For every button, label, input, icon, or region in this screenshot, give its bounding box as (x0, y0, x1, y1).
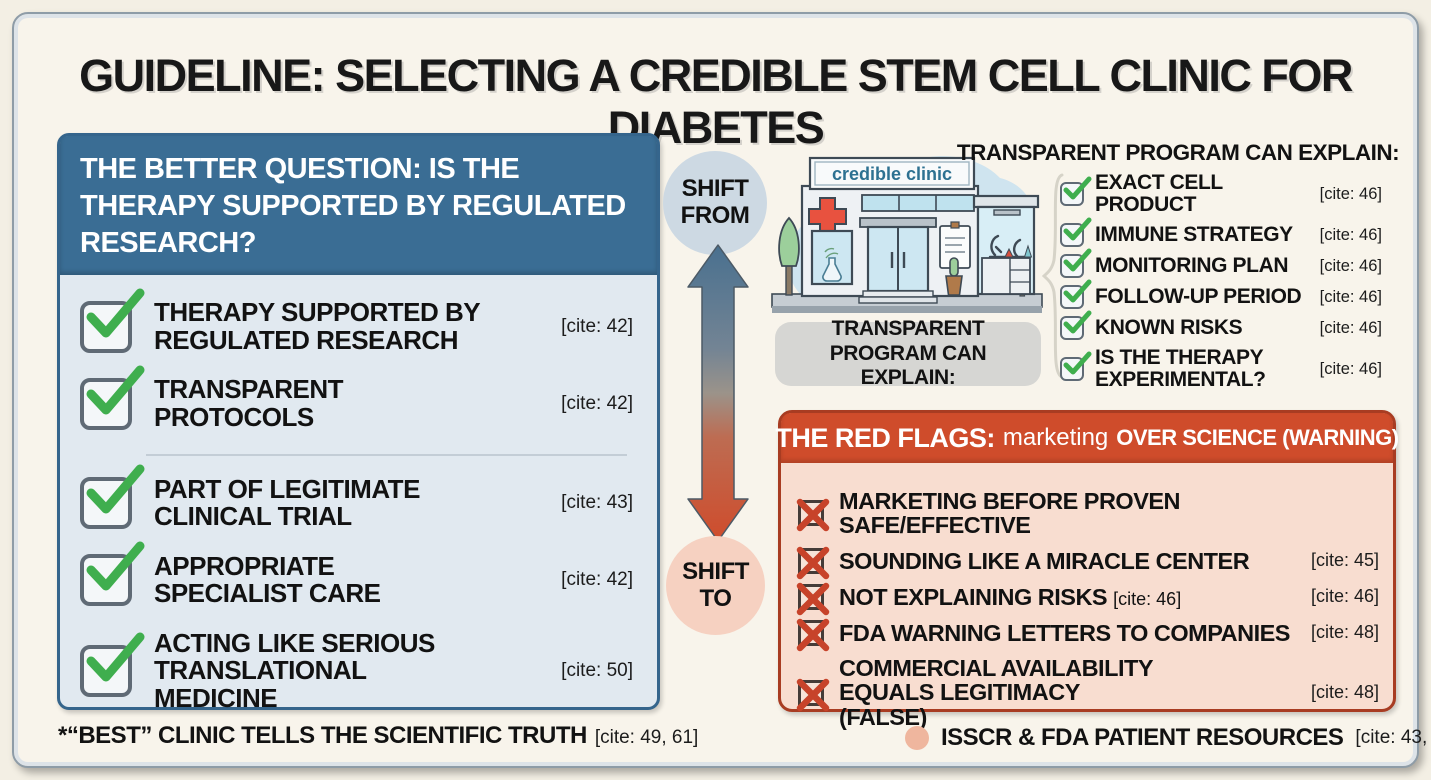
checkbox-checked-icon (80, 632, 145, 698)
citation: [cite: 46] (1319, 287, 1382, 306)
shift-from-badge: SHIFT FROM (663, 151, 767, 255)
checkbox-checked-icon (1060, 310, 1092, 341)
checkbox-checked-icon (80, 365, 145, 430)
checkbox-checked-icon (1060, 279, 1092, 310)
crossed-box-icon (796, 618, 830, 652)
red-flag-item: COMMERCIAL AVAILABILITY EQUALS LEGITIMAC… (796, 654, 1379, 730)
best-clinic-footnote: *“BEST” CLINIC TELLS THE SCIENTIFIC TRUT… (58, 722, 698, 750)
footnote-text: ISSCR & FDA PATIENT RESOURCES (941, 724, 1344, 751)
citation: [cite: 46] (1319, 184, 1382, 203)
checklist-item-label: APPROPRIATE SPECIALIST CARE (154, 550, 381, 609)
explain-item: IMMUNE STRATEGY [cite: 46] (1060, 217, 1382, 248)
citation: [cite: 46] (1310, 586, 1379, 607)
shift-to-badge: SHIFT TO (666, 536, 765, 635)
page-title: GUIDELINE: SELECTING A CREDIBLE STEM CEL… (79, 50, 1353, 153)
checklist-item: PART OF LEGITIMATE CLINICAL TRIAL [cite:… (80, 464, 641, 532)
checkbox-checked-icon (80, 464, 145, 530)
citation: [cite: 50] (561, 660, 633, 682)
explain-item-label: MONITORING PLAN (1095, 254, 1289, 278)
red-flags-warning: OVER SCIENCE (WARNING) (1116, 425, 1399, 450)
inline-citation: [cite: 46] (1113, 588, 1182, 609)
red-flags-list: MARKETING BEFORE PROVEN SAFE/EFFECTIVE S… (781, 463, 1393, 729)
explain-list: EXACT CELL PRODUCT [cite: 46] IMMUNE STR… (1060, 171, 1382, 398)
citation: [cite: 48] (1310, 622, 1379, 643)
explain-item-label: FOLLOW-UP PERIOD (1095, 285, 1302, 309)
curly-brace-icon (1041, 173, 1064, 379)
checklist-item: ACTING LIKE SERIOUS TRANSLATIONAL MEDICI… (80, 627, 641, 713)
red-flag-label: SOUNDING LIKE A MIRACLE CENTER (839, 547, 1250, 574)
checklist-item: APPROPRIATE SPECIALIST CARE [cite: 42] (80, 541, 641, 609)
citation: [cite: 46] (1319, 318, 1382, 337)
checklist-item-label: TRANSPARENT PROTOCOLS (154, 374, 344, 432)
checklist-item: THERAPY SUPPORTED BY REGULATED RESEARCH … (80, 288, 641, 355)
checklist: THERAPY SUPPORTED BY REGULATED RESEARCH … (60, 275, 657, 712)
checkbox-checked-icon (1060, 248, 1092, 279)
red-flag-label: MARKETING BEFORE PROVEN SAFE/EFFECTIVE (839, 488, 1181, 539)
explain-item-label: EXACT CELL PRODUCT (1095, 171, 1223, 217)
citation: [cite: 49, 61] (594, 727, 699, 748)
transparent-program-label: TRANSPARENT PROGRAM CAN EXPLAIN: (775, 317, 1041, 389)
citation: [cite: 46] (1319, 359, 1382, 378)
peach-bullet-icon (905, 726, 929, 750)
patient-resources-footnote: ISSCR & FDA PATIENT RESOURCES [cite: 43,… (905, 724, 1431, 752)
shift-arrow-icon (687, 244, 749, 542)
crossed-box-icon (796, 546, 830, 580)
checkbox-checked-icon (80, 288, 145, 353)
red-flag-label: COMMERCIAL AVAILABILITY EQUALS LEGITIMAC… (839, 654, 1153, 730)
clinic-sign-text: credible clinic (832, 164, 952, 184)
red-flag-label: NOT EXPLAINING RISKS [cite: 46] (839, 583, 1182, 610)
red-flags-subtitle: marketing (1002, 424, 1109, 451)
explain-item: IS THE THERAPY EXPERIMENTAL? [cite: 46] (1060, 347, 1382, 391)
crossed-box-icon (796, 678, 830, 711)
explain-item-label: IMMUNE STRATEGY (1095, 223, 1293, 247)
checkbox-checked-icon (1060, 351, 1092, 382)
citation: [cite: 42] (561, 392, 633, 414)
citation: [cite: 43, 44] (1355, 727, 1431, 748)
checklist-item-label: PART OF LEGITIMATE CLINICAL TRIAL (154, 473, 420, 532)
citation: [cite: 48] (1310, 682, 1379, 703)
explain-item-label: IS THE THERAPY EXPERIMENTAL? (1095, 346, 1266, 392)
citation: [cite: 46] (1319, 256, 1382, 275)
credible-clinic-illustration: credible clinic (771, 156, 1043, 313)
checklist-item-label: THERAPY SUPPORTED BY REGULATED RESEARCH (154, 297, 480, 355)
footnote-text: *“BEST” CLINIC TELLS THE SCIENTIFIC TRUT… (58, 722, 587, 749)
better-question-header: THE BETTER QUESTION: IS THE THERAPY SUPP… (60, 136, 657, 276)
red-flag-item: NOT EXPLAINING RISKS [cite: 46] [cite: 4… (796, 582, 1379, 616)
citation: [cite: 46] (1319, 225, 1382, 244)
checkbox-checked-icon (1060, 176, 1092, 207)
citation: [cite: 42] (561, 315, 633, 337)
crossed-box-icon (796, 499, 830, 532)
explain-item: MONITORING PLAN [cite: 46] (1060, 248, 1382, 279)
citation: [cite: 43] (561, 492, 633, 514)
citation: [cite: 42] (561, 569, 633, 591)
red-flags-header: THE RED FLAGS: marketing OVER SCIENCE (W… (775, 413, 1399, 463)
explain-list-heading: TRANSPARENT PROGRAM CAN EXPLAIN: (956, 140, 1400, 165)
citation: [cite: 45] (1310, 550, 1379, 571)
red-flag-item: FDA WARNING LETTERS TO COMPANIES [cite: … (796, 618, 1379, 652)
checkbox-checked-icon (1060, 217, 1092, 248)
red-flag-item: SOUNDING LIKE A MIRACLE CENTER [cite: 45… (796, 546, 1379, 580)
checklist-item: TRANSPARENT PROTOCOLS [cite: 42] (80, 365, 641, 432)
explain-item: KNOWN RISKS [cite: 46] (1060, 310, 1382, 341)
better-question-panel: THE BETTER QUESTION: IS THE THERAPY SUPP… (57, 133, 660, 712)
divider (146, 453, 627, 456)
crossed-box-icon (796, 582, 830, 616)
explain-item: FOLLOW-UP PERIOD [cite: 46] (1060, 279, 1382, 310)
red-flags-panel: THE RED FLAGS: marketing OVER SCIENCE (W… (775, 410, 1399, 729)
checkbox-checked-icon (80, 541, 145, 607)
red-flag-label: FDA WARNING LETTERS TO COMPANIES (839, 619, 1290, 646)
checklist-item-label: ACTING LIKE SERIOUS TRANSLATIONAL MEDICI… (154, 627, 435, 713)
explain-item-label: KNOWN RISKS (1095, 316, 1243, 340)
red-flags-title: THE RED FLAGS: (775, 422, 995, 453)
red-flag-item: MARKETING BEFORE PROVEN SAFE/EFFECTIVE (796, 488, 1379, 539)
explain-item: EXACT CELL PRODUCT [cite: 46] (1060, 171, 1382, 217)
